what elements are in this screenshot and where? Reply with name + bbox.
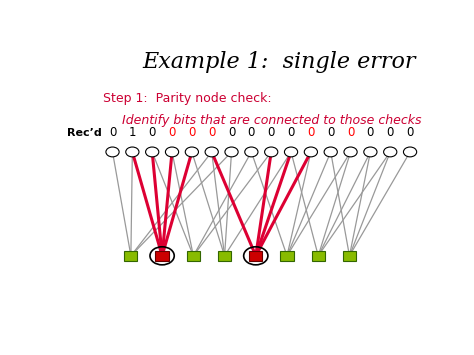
Text: 0: 0 [367,126,374,140]
Circle shape [185,147,199,157]
Text: 0: 0 [386,126,394,140]
Text: Step 1:  Parity node check:: Step 1: Parity node check: [103,92,272,105]
Circle shape [364,147,377,157]
Text: 0: 0 [109,126,116,140]
Circle shape [245,147,258,157]
Bar [218,251,231,261]
Text: Example 1:  single error: Example 1: single error [142,51,416,73]
Circle shape [403,147,417,157]
Circle shape [205,147,219,157]
Bar [187,251,200,261]
Circle shape [284,147,298,157]
Circle shape [304,147,318,157]
Text: Rec’d: Rec’d [66,128,101,138]
Text: 0: 0 [188,126,196,140]
Circle shape [225,147,238,157]
Text: 0: 0 [307,126,315,140]
Text: 0: 0 [148,126,156,140]
Text: 0: 0 [287,126,295,140]
Text: 0: 0 [327,126,335,140]
Circle shape [264,147,278,157]
Circle shape [383,147,397,157]
Circle shape [344,147,357,157]
Bar [155,251,169,261]
Circle shape [324,147,337,157]
Circle shape [126,147,139,157]
Text: 0: 0 [208,126,215,140]
Circle shape [146,147,159,157]
Circle shape [165,147,179,157]
Bar [343,251,356,261]
Text: 0: 0 [248,126,255,140]
Text: 0: 0 [267,126,275,140]
Text: 0: 0 [228,126,235,140]
Bar [281,251,293,261]
Text: 0: 0 [406,126,414,140]
Text: 0: 0 [168,126,176,140]
Bar [311,251,325,261]
Text: 1: 1 [128,126,136,140]
Bar [249,251,263,261]
Text: 0: 0 [347,126,354,140]
Text: Identify bits that are connected to those checks: Identify bits that are connected to thos… [122,114,421,127]
Circle shape [106,147,119,157]
Bar [124,251,137,261]
